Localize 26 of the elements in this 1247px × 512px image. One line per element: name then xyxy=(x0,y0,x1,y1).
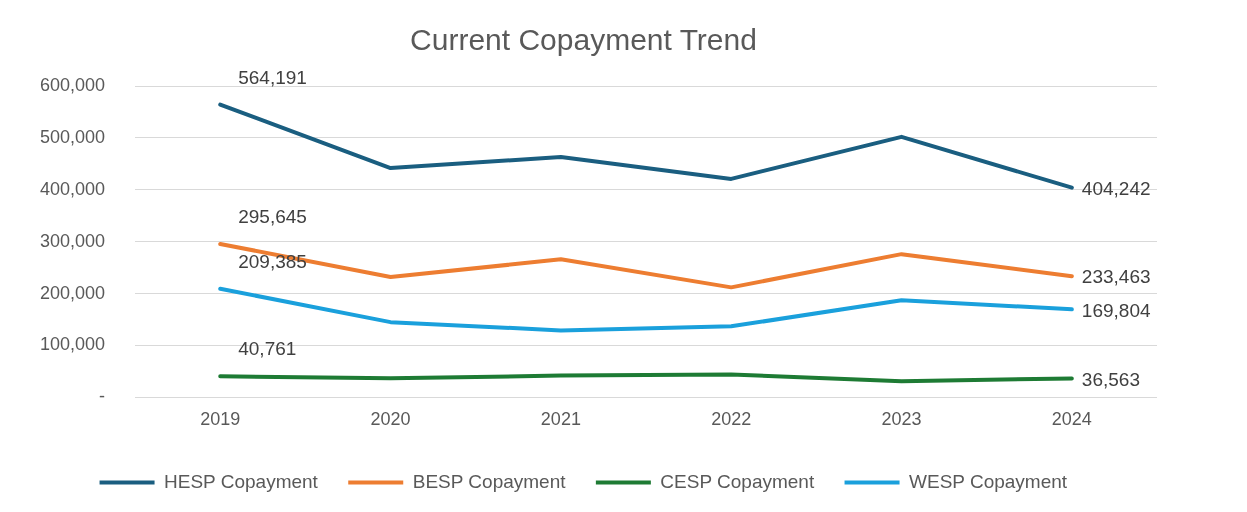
x-tick-label: 2021 xyxy=(540,409,581,430)
y-tick-label: - xyxy=(99,386,106,407)
y-tick-label: 300,000 xyxy=(39,230,106,251)
x-tick-label: 2023 xyxy=(881,409,922,430)
legend-label: BESP Copayment xyxy=(412,470,567,492)
data-label: 36,563 xyxy=(1081,368,1140,390)
data-label: 295,645 xyxy=(238,206,307,228)
legend-label: CESP Copayment xyxy=(660,470,815,492)
data-label: 564,191 xyxy=(238,66,307,88)
y-tick-label: 500,000 xyxy=(39,126,106,147)
y-tick-label: 100,000 xyxy=(39,334,106,355)
x-tick-label: 2020 xyxy=(370,409,411,430)
x-tick-label: 2022 xyxy=(711,409,752,430)
x-tick-label: 2019 xyxy=(200,409,241,430)
y-tick-label: 200,000 xyxy=(39,282,106,303)
data-label: 40,761 xyxy=(238,338,297,360)
data-label: 169,804 xyxy=(1081,299,1151,321)
legend-label: HESP Copayment xyxy=(164,470,319,492)
y-tick-label: 600,000 xyxy=(39,74,106,95)
chart-title: Current Copayment Trend xyxy=(410,23,757,57)
data-label: 209,385 xyxy=(238,250,307,272)
y-tick-label: 400,000 xyxy=(39,178,106,199)
data-label: 404,242 xyxy=(1081,177,1151,199)
legend-label: WESP Copayment xyxy=(909,470,1068,492)
data-label: 233,463 xyxy=(1081,266,1151,288)
x-tick-label: 2024 xyxy=(1051,409,1092,430)
